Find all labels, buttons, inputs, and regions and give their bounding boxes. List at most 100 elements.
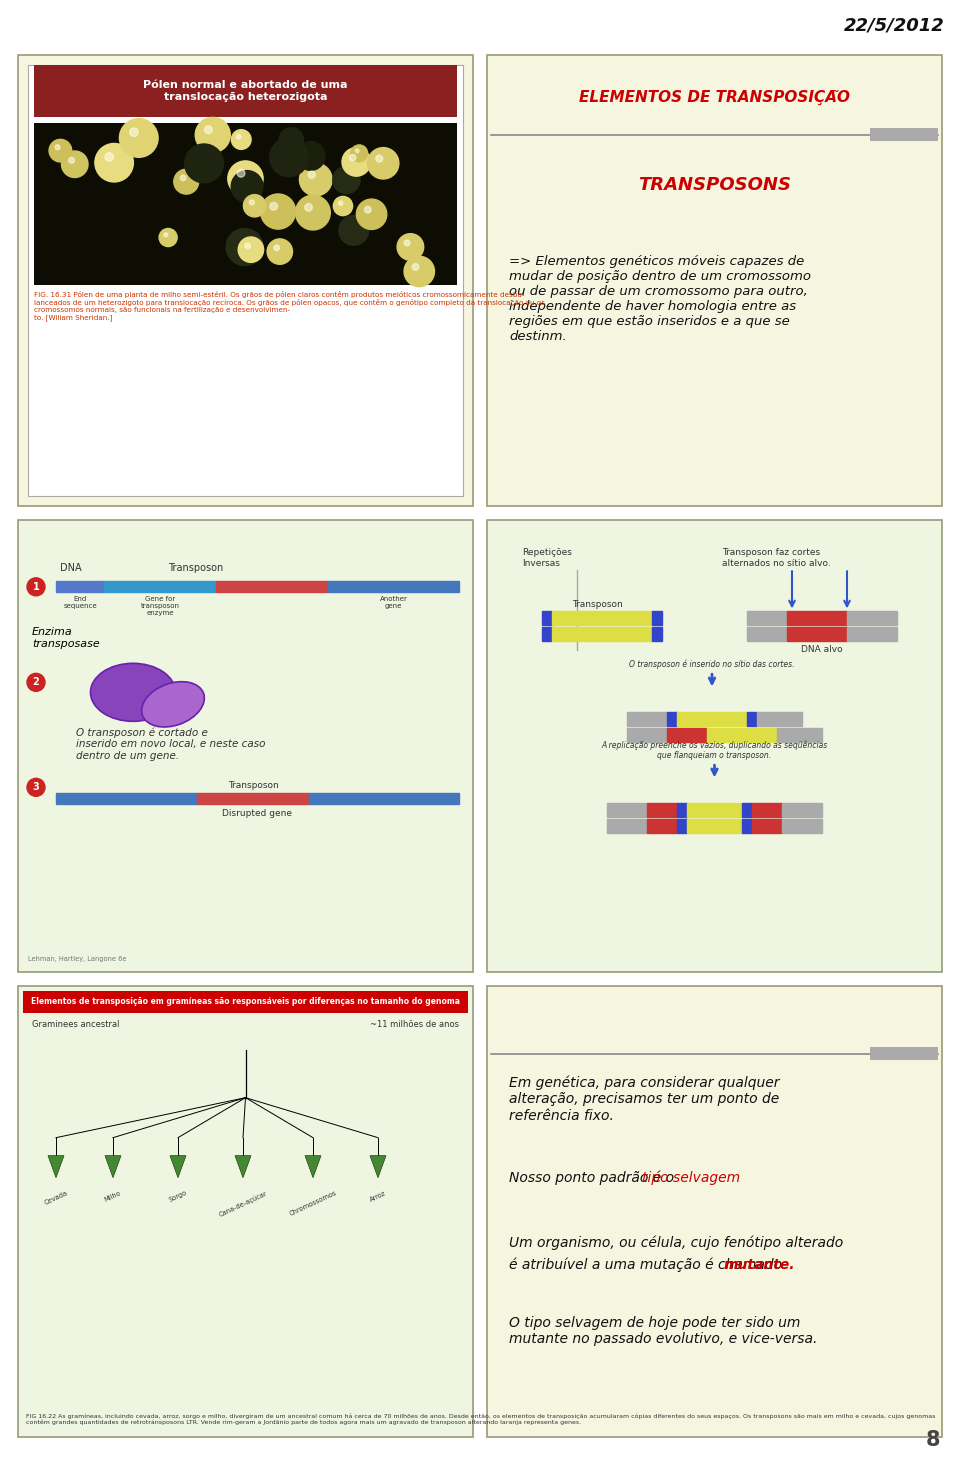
Bar xyxy=(847,611,897,626)
Text: Em genética, para considerar qualquer
alteração, precisamos ter um ponto de
refe: Em genética, para considerar qualquer al… xyxy=(509,1076,780,1123)
Circle shape xyxy=(412,263,419,271)
Bar xyxy=(647,820,677,833)
Circle shape xyxy=(297,141,325,171)
Circle shape xyxy=(339,215,369,246)
FancyBboxPatch shape xyxy=(487,54,942,506)
Circle shape xyxy=(61,152,88,178)
Circle shape xyxy=(68,158,74,163)
Circle shape xyxy=(260,194,296,230)
Circle shape xyxy=(296,196,330,230)
Bar xyxy=(677,820,687,833)
Circle shape xyxy=(237,169,245,177)
Circle shape xyxy=(105,153,113,160)
Text: tipo selvagem: tipo selvagem xyxy=(642,1170,740,1185)
Text: Elementos de transposição em gramíneas são responsáveis por diferenças no tamanh: Elementos de transposição em gramíneas s… xyxy=(31,997,460,1007)
Polygon shape xyxy=(370,1156,386,1178)
Text: A replicação preenche os vazios, duplicando as seqüências
que flanqueiam o trans: A replicação preenche os vazios, duplica… xyxy=(601,740,828,761)
Text: ~11 milhões de anos: ~11 milhões de anos xyxy=(370,1020,459,1029)
Circle shape xyxy=(349,155,356,160)
Text: Transposon: Transposon xyxy=(168,564,224,573)
Polygon shape xyxy=(48,1156,64,1178)
Circle shape xyxy=(245,243,251,249)
Bar xyxy=(627,729,667,742)
Bar xyxy=(607,804,647,817)
Ellipse shape xyxy=(142,682,204,727)
Bar xyxy=(677,804,687,817)
Circle shape xyxy=(350,144,368,162)
Circle shape xyxy=(270,138,308,177)
Text: Transposon: Transposon xyxy=(228,782,278,790)
Circle shape xyxy=(404,240,410,246)
Text: Pólen normal e abortado de uma
translocação heterozigota: Pólen normal e abortado de uma transloca… xyxy=(143,79,348,102)
Text: Milho: Milho xyxy=(104,1189,122,1203)
Text: Cana-de-açúcar: Cana-de-açúcar xyxy=(218,1189,268,1217)
Bar xyxy=(28,65,463,496)
Bar xyxy=(677,712,747,726)
Text: 1: 1 xyxy=(33,581,39,592)
Bar xyxy=(752,820,782,833)
Circle shape xyxy=(49,140,72,162)
Circle shape xyxy=(356,199,387,230)
Bar xyxy=(552,611,652,626)
Bar xyxy=(787,611,847,626)
Text: Sorgo: Sorgo xyxy=(168,1189,188,1203)
Bar xyxy=(870,1047,938,1060)
FancyBboxPatch shape xyxy=(18,986,473,1437)
Text: 8: 8 xyxy=(925,1429,940,1450)
Bar xyxy=(747,611,787,626)
Text: Transposon: Transposon xyxy=(571,601,622,609)
Bar xyxy=(870,128,938,141)
Bar xyxy=(787,627,847,642)
Circle shape xyxy=(274,244,279,250)
Text: Nosso ponto padrão é o: Nosso ponto padrão é o xyxy=(509,1170,679,1185)
Bar xyxy=(627,712,667,726)
Circle shape xyxy=(27,779,45,796)
Text: 2: 2 xyxy=(33,677,39,687)
Circle shape xyxy=(365,206,372,213)
Text: Graminees ancestral: Graminees ancestral xyxy=(32,1020,119,1029)
Bar xyxy=(782,804,822,817)
Text: ELEMENTOS DE TRANSPOSIÇÃO: ELEMENTOS DE TRANSPOSIÇÃO xyxy=(579,90,850,105)
Text: 3: 3 xyxy=(33,782,39,792)
FancyBboxPatch shape xyxy=(18,54,473,506)
Circle shape xyxy=(227,228,263,265)
Circle shape xyxy=(95,143,133,183)
Text: O tipo selvagem de hoje pode ter sido um
mutante no passado evolutivo, e vice-ve: O tipo selvagem de hoje pode ter sido um… xyxy=(509,1316,817,1345)
Bar xyxy=(552,627,652,642)
Circle shape xyxy=(236,134,241,138)
Bar xyxy=(757,712,802,726)
Text: => Elementos genéticos móveis capazes de
mudar de posição dentro de um cromossom: => Elementos genéticos móveis capazes de… xyxy=(509,255,811,343)
Text: O transposon é cortado e
inserido em novo local, e neste caso
dentro de um gene.: O transposon é cortado e inserido em nov… xyxy=(76,727,266,761)
Text: Gene for
transposon
enzyme: Gene for transposon enzyme xyxy=(140,596,180,617)
Bar xyxy=(647,804,677,817)
Bar xyxy=(747,712,757,726)
Circle shape xyxy=(231,171,263,202)
Bar xyxy=(328,581,459,592)
Text: DNA alvo: DNA alvo xyxy=(802,645,843,655)
Circle shape xyxy=(339,202,343,205)
Text: TRANSPOSONS: TRANSPOSONS xyxy=(638,177,791,194)
Bar xyxy=(667,729,707,742)
Circle shape xyxy=(231,130,252,149)
Bar xyxy=(847,627,897,642)
Circle shape xyxy=(184,144,224,183)
Bar xyxy=(667,712,677,726)
FancyBboxPatch shape xyxy=(487,986,942,1437)
Polygon shape xyxy=(170,1156,186,1178)
Bar xyxy=(309,793,459,804)
Text: Transposon faz cortes
alternados no sítio alvo.: Transposon faz cortes alternados no síti… xyxy=(722,549,830,568)
Circle shape xyxy=(279,128,303,152)
Bar xyxy=(34,124,457,286)
Text: Chromossomos: Chromossomos xyxy=(288,1189,338,1217)
Circle shape xyxy=(308,171,315,178)
Text: 22/5/2012: 22/5/2012 xyxy=(844,18,945,35)
Text: O transposon é inserido no sítio das cortes.: O transposon é inserido no sítio das cor… xyxy=(629,659,795,670)
Circle shape xyxy=(27,578,45,596)
Circle shape xyxy=(195,118,230,153)
Circle shape xyxy=(300,163,332,196)
Bar xyxy=(542,611,552,626)
Polygon shape xyxy=(105,1156,121,1178)
Bar xyxy=(742,804,752,817)
Circle shape xyxy=(159,228,178,247)
Circle shape xyxy=(238,237,264,262)
